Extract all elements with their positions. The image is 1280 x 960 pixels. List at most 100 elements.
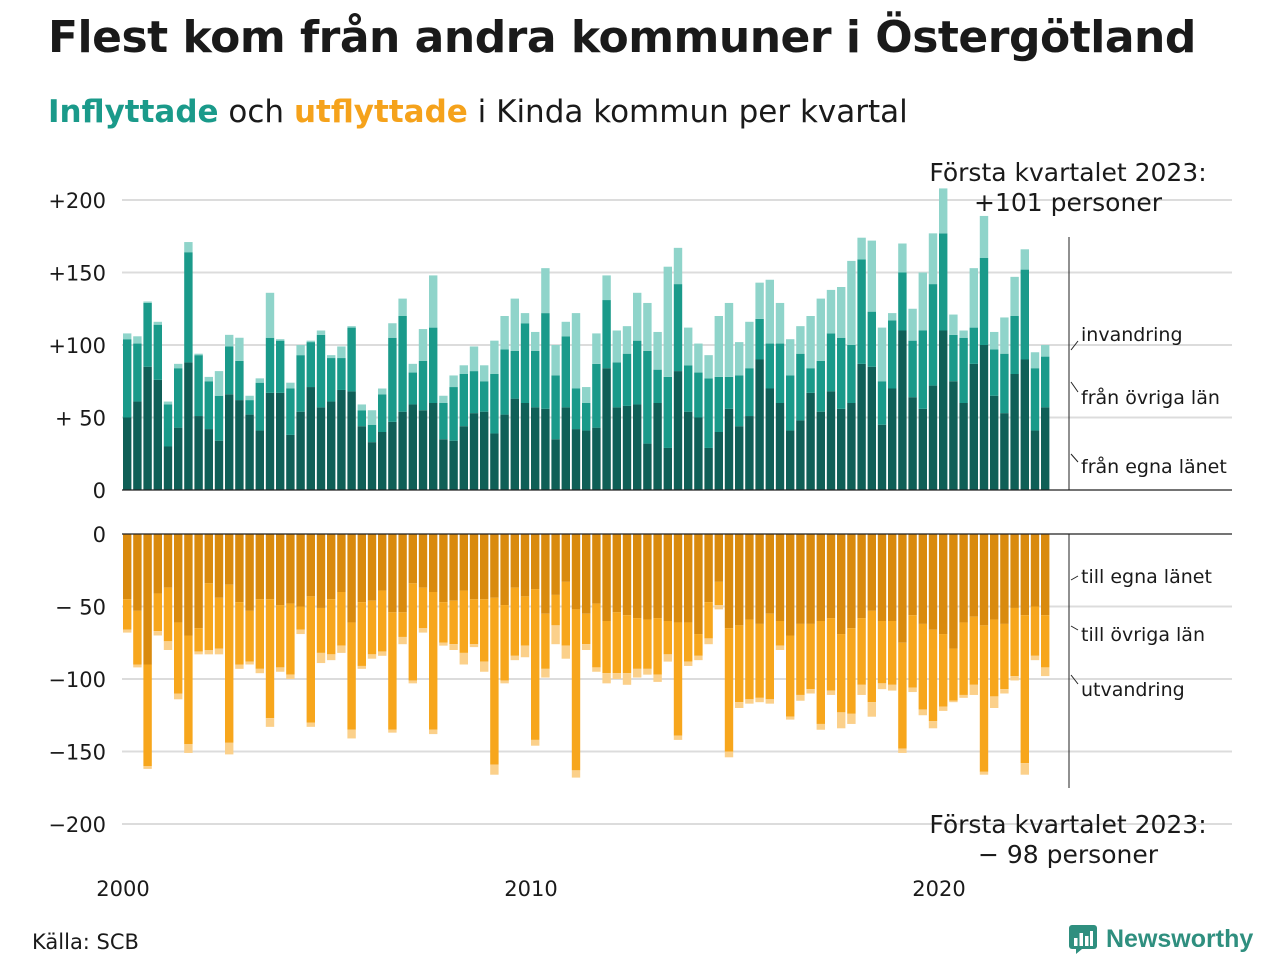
bar-in-invandring [337, 346, 346, 359]
bar-out-utvandring [204, 650, 213, 655]
bar-out-egna [388, 534, 397, 613]
bar-out-ovriga [245, 610, 254, 662]
bar-out-egna [520, 534, 530, 597]
bar-in-egna [1030, 430, 1040, 490]
bar-out-egna [633, 534, 642, 619]
bar-out-ovriga [1020, 615, 1029, 764]
bar-out-ovriga [643, 619, 652, 669]
bar-out-ovriga [826, 618, 836, 691]
bar-in-egna [235, 400, 244, 490]
bar-out-egna [663, 534, 672, 621]
bar-out-egna [877, 534, 887, 621]
bar-out-utvandring [265, 718, 275, 727]
bar-in-ovriga [612, 362, 621, 408]
bar-in-ovriga [1041, 356, 1050, 408]
annotation-bottom-line1: Första kvartalet 2023: [929, 810, 1206, 839]
bar-in-ovriga [265, 337, 275, 393]
bar-out-utvandring [429, 729, 438, 735]
bar-out-ovriga [1030, 606, 1040, 656]
bar-in-egna [500, 414, 509, 490]
bar-out-ovriga [480, 599, 489, 662]
bar-out-egna [327, 534, 336, 600]
bar-in-egna [918, 408, 927, 490]
bar-in-ovriga [357, 410, 366, 427]
bar-out-egna [867, 534, 876, 611]
bar-out-egna [306, 534, 315, 597]
bar-in-egna [643, 443, 652, 490]
bar-out-utvandring [398, 636, 407, 645]
bar-in-ovriga [745, 368, 754, 417]
bar-out-ovriga [449, 600, 458, 645]
bar-in-ovriga [123, 339, 132, 418]
bar-out-egna [684, 534, 693, 623]
bar-out-ovriga [367, 600, 377, 655]
bar-in-egna [1020, 359, 1029, 490]
bar-in-egna [571, 429, 581, 490]
bar-in-ovriga [531, 350, 540, 408]
bar-out-ovriga [653, 618, 662, 675]
bar-in-invandring [867, 240, 876, 312]
bar-out-egna [500, 534, 509, 606]
bar-out-egna [408, 534, 417, 584]
bar-in-ovriga [296, 355, 305, 412]
annotation-top-line1: Första kvartalet 2023: [929, 158, 1206, 187]
bar-in-egna [316, 407, 326, 490]
bar-in-egna [867, 366, 876, 490]
bar-out-utvandring [888, 684, 897, 691]
bar-in-ovriga [663, 376, 672, 448]
bar-in-ovriga [755, 318, 764, 360]
bar-in-egna [367, 442, 377, 490]
bar-in-ovriga [939, 233, 948, 331]
bar-out-ovriga [429, 592, 438, 730]
bar-out-egna [1041, 534, 1050, 616]
bar-out-ovriga [1010, 607, 1019, 677]
bar-in-egna [561, 407, 570, 490]
series-label-bottom: till övriga län [1081, 624, 1205, 646]
bar-out-utvandring [347, 729, 356, 739]
bar-in-egna [276, 392, 285, 490]
bar-in-egna [765, 388, 774, 490]
bar-in-egna [898, 330, 907, 490]
brand-name: Newsworthy [1106, 924, 1254, 953]
bar-in-invandring [296, 345, 305, 356]
bar-in-invandring [694, 343, 703, 373]
bar-out-ovriga [990, 619, 999, 697]
bar-in-invandring [398, 298, 407, 316]
bar-out-ovriga [194, 628, 203, 652]
bar-out-utvandring [235, 664, 244, 669]
utflyttade-bars [123, 534, 1050, 778]
bar-in-ovriga [826, 333, 836, 392]
bar-in-egna [429, 403, 438, 490]
bar-in-invandring [153, 321, 162, 325]
bar-out-egna [449, 534, 458, 601]
bar-out-utvandring [867, 702, 876, 717]
bar-out-ovriga [796, 623, 805, 695]
bar-in-ovriga [255, 382, 264, 431]
bar-in-egna [133, 401, 142, 490]
bar-out-utvandring [1030, 655, 1040, 661]
bar-out-utvandring [357, 665, 366, 669]
bar-in-ovriga [429, 327, 438, 403]
bar-out-utvandring [724, 751, 734, 758]
bar-in-egna [337, 389, 346, 490]
bar-out-ovriga [571, 609, 581, 771]
bar-in-egna [786, 430, 795, 490]
bar-in-invandring [633, 292, 642, 341]
bar-in-ovriga [571, 388, 581, 430]
bar-out-ovriga [694, 634, 703, 656]
bar-in-invandring [816, 298, 825, 361]
bar-in-egna [979, 345, 989, 490]
bar-in-egna [622, 405, 632, 490]
bar-out-ovriga [561, 581, 570, 646]
bar-in-invandring [143, 301, 152, 303]
y-tick-bottom: − 50 [55, 596, 106, 620]
bar-out-ovriga [184, 635, 193, 745]
bar-out-egna [347, 534, 356, 623]
bar-out-ovriga [1041, 615, 1050, 668]
y-tick-top: +150 [48, 262, 106, 286]
bar-out-utvandring [531, 739, 540, 746]
bar-in-ovriga [449, 387, 458, 441]
bar-out-ovriga [714, 581, 723, 606]
bar-in-ovriga [622, 353, 632, 406]
